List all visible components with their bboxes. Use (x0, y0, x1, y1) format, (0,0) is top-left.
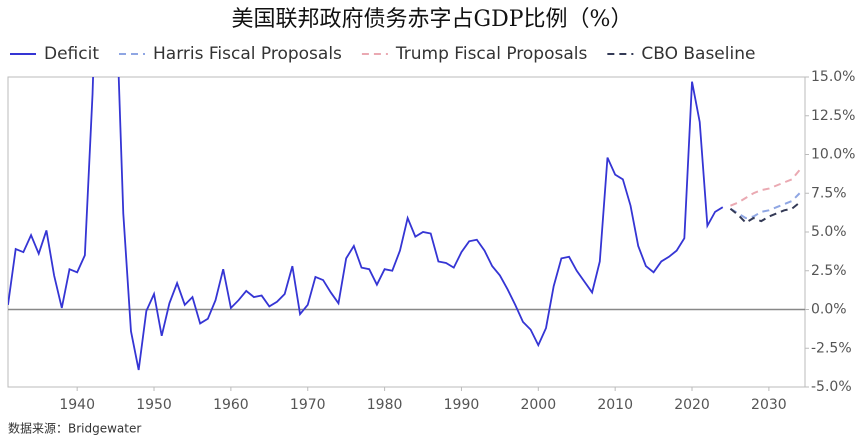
x-tick-label: 2010 (597, 397, 633, 413)
y-tick-label: 12.5% (811, 108, 855, 124)
series-line (729, 192, 801, 220)
y-tick-label: -2.5% (811, 340, 852, 356)
x-tick-label: 1950 (136, 397, 172, 413)
chart-title: 美国联邦政府债务赤字占GDP比例（%） (232, 7, 633, 32)
legend-label: Trump Fiscal Proposals (395, 44, 588, 64)
series-line (8, 77, 724, 371)
x-tick-label: 2030 (751, 397, 787, 413)
x-tick-label: 2000 (520, 397, 556, 413)
x-tick-label: 1990 (444, 397, 480, 413)
legend-label: Harris Fiscal Proposals (153, 44, 342, 64)
y-tick-label: 5.0% (811, 224, 847, 240)
y-tick-label: 15.0% (811, 69, 855, 85)
series-line (730, 169, 801, 207)
legend-label: CBO Baseline (641, 44, 755, 64)
x-tick-label: 1980 (367, 397, 403, 413)
x-tick-label: 1970 (290, 397, 326, 413)
y-tick-label: -5.0% (811, 379, 852, 395)
x-tick-label: 1940 (59, 397, 95, 413)
y-tick-label: 7.5% (811, 185, 847, 201)
series-line (729, 201, 801, 224)
legend-label: Deficit (44, 44, 99, 64)
x-tick-label: 2020 (674, 397, 710, 413)
y-tick-label: 10.0% (811, 147, 855, 163)
x-tick-label: 1960 (213, 397, 249, 413)
y-tick-label: 0.0% (811, 302, 847, 318)
source: 数据来源：Bridgewater (8, 421, 141, 436)
y-tick-label: 2.5% (811, 263, 847, 279)
